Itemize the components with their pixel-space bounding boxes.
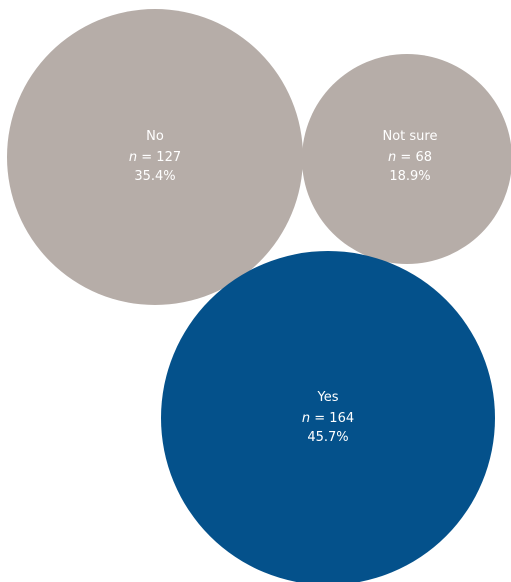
bubble-no-percent: 35.4%	[134, 169, 175, 184]
bubble-yes-circle	[161, 251, 495, 582]
bubble-no-label: No	[146, 129, 164, 144]
bubble-no-n-prefix: n	[129, 150, 137, 165]
bubble-not-sure-label: Not sure	[383, 129, 438, 144]
bubble-yes-n-prefix: n	[302, 411, 310, 426]
bubble-yes-percent: 45.7%	[307, 430, 348, 445]
bubble-no-circle	[7, 9, 303, 305]
bubble-no-n-value: 127	[156, 150, 181, 165]
bubble-not-sure-circle	[302, 54, 511, 264]
bubble-yes: Yes n = 164 45.7%	[161, 251, 495, 582]
bubble-yes-n-value: 164	[329, 411, 354, 426]
bubble-not-sure-n: n = 68	[388, 150, 432, 165]
bubble-no: No n = 127 35.4%	[7, 9, 303, 305]
bubble-not-sure: Not sure n = 68 18.9%	[302, 54, 511, 264]
bubble-yes-label: Yes	[317, 390, 339, 405]
bubble-not-sure-n-value: 68	[415, 150, 432, 165]
bubble-yes-n: n = 164	[302, 411, 354, 426]
bubble-not-sure-percent: 18.9%	[389, 169, 430, 184]
bubble-not-sure-n-prefix: n	[388, 150, 396, 165]
bubble-no-n: n = 127	[129, 150, 181, 165]
